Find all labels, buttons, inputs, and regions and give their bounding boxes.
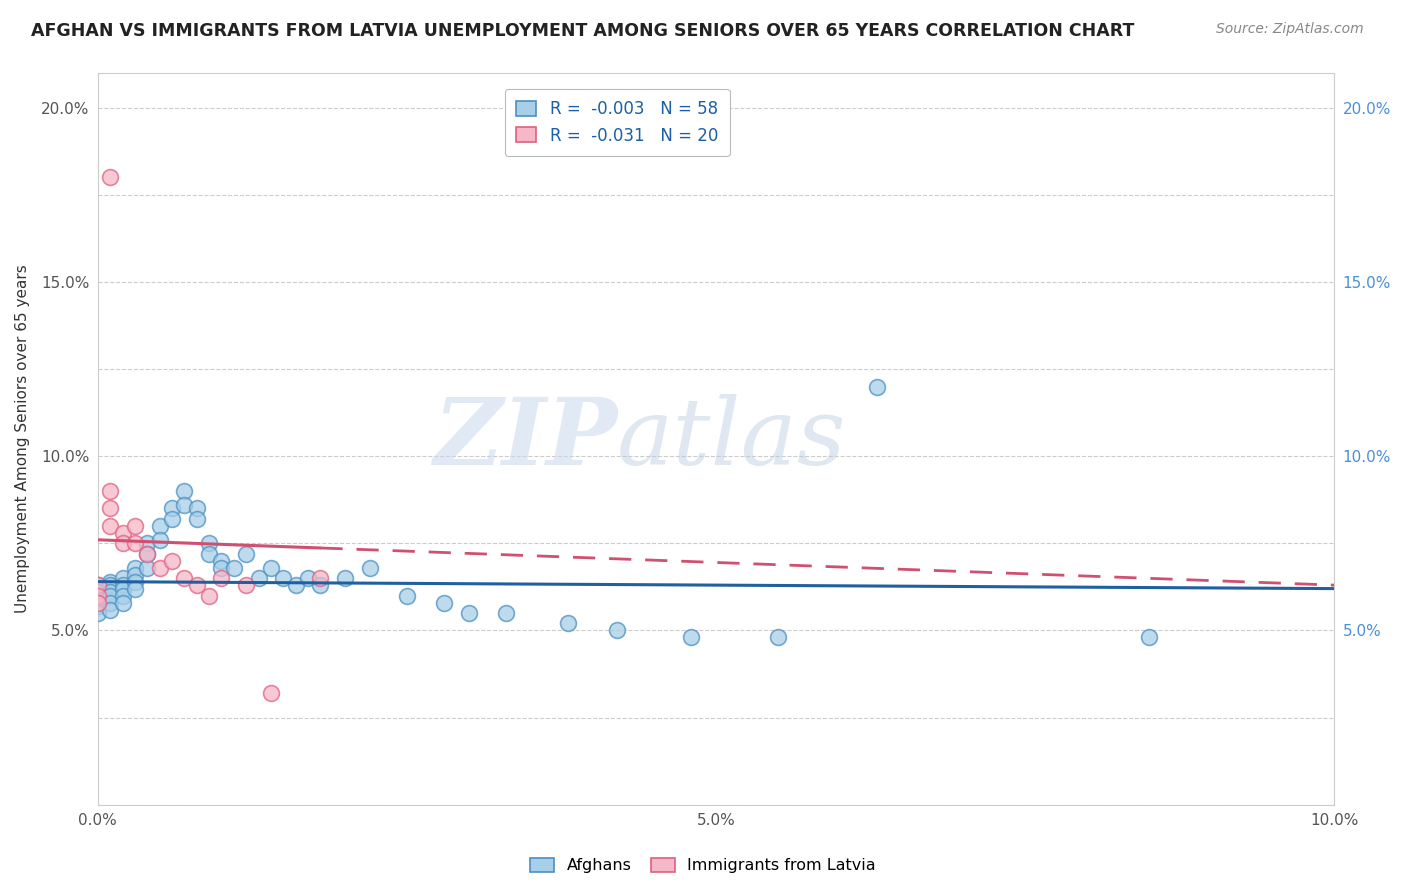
Text: ZIP: ZIP xyxy=(433,393,617,483)
Point xyxy=(136,560,159,574)
Point xyxy=(124,560,146,574)
Point xyxy=(98,578,121,592)
Point xyxy=(211,560,233,574)
Point xyxy=(111,589,134,603)
Point xyxy=(124,567,146,582)
Point xyxy=(433,595,456,609)
Point xyxy=(111,578,134,592)
Point xyxy=(98,602,121,616)
Point xyxy=(124,574,146,589)
Point xyxy=(87,595,110,609)
Text: atlas: atlas xyxy=(617,393,846,483)
Point xyxy=(198,547,221,561)
Point xyxy=(124,582,146,596)
Point xyxy=(309,578,332,592)
Text: AFGHAN VS IMMIGRANTS FROM LATVIA UNEMPLOYMENT AMONG SENIORS OVER 65 YEARS CORREL: AFGHAN VS IMMIGRANTS FROM LATVIA UNEMPLO… xyxy=(31,22,1135,40)
Point xyxy=(160,512,183,526)
Point xyxy=(111,582,134,596)
Text: Source: ZipAtlas.com: Source: ZipAtlas.com xyxy=(1216,22,1364,37)
Point xyxy=(235,578,257,592)
Point xyxy=(260,686,283,700)
Point xyxy=(136,547,159,561)
Point xyxy=(247,571,270,585)
Point xyxy=(87,582,110,596)
Point xyxy=(87,578,110,592)
Point xyxy=(260,560,283,574)
Point xyxy=(111,595,134,609)
Point xyxy=(136,547,159,561)
Point xyxy=(98,589,121,603)
Point xyxy=(222,560,245,574)
Point xyxy=(87,595,110,609)
Point xyxy=(211,554,233,568)
Point xyxy=(173,484,195,499)
Point xyxy=(98,519,121,533)
Point xyxy=(359,560,381,574)
Point xyxy=(87,592,110,607)
Y-axis label: Unemployment Among Seniors over 65 years: Unemployment Among Seniors over 65 years xyxy=(15,264,30,613)
Point xyxy=(160,501,183,516)
Point xyxy=(111,571,134,585)
Point xyxy=(284,578,307,592)
Point xyxy=(495,606,517,620)
Point xyxy=(87,578,110,592)
Point xyxy=(681,631,703,645)
Point xyxy=(173,498,195,512)
Point xyxy=(1137,631,1160,645)
Point xyxy=(866,379,889,393)
Point xyxy=(173,571,195,585)
Point xyxy=(149,533,172,547)
Point xyxy=(111,536,134,550)
Point xyxy=(235,547,257,561)
Point xyxy=(186,512,208,526)
Point xyxy=(198,589,221,603)
Point xyxy=(87,606,110,620)
Point xyxy=(149,519,172,533)
Point xyxy=(186,501,208,516)
Point xyxy=(98,501,121,516)
Point xyxy=(98,484,121,499)
Point xyxy=(271,571,294,585)
Point xyxy=(160,554,183,568)
Legend: Afghans, Immigrants from Latvia: Afghans, Immigrants from Latvia xyxy=(523,851,883,880)
Point xyxy=(87,589,110,603)
Point xyxy=(98,170,121,185)
Point xyxy=(111,525,134,540)
Point xyxy=(606,624,628,638)
Point xyxy=(98,585,121,599)
Point xyxy=(297,571,319,585)
Point xyxy=(198,536,221,550)
Point xyxy=(124,536,146,550)
Point xyxy=(124,519,146,533)
Point xyxy=(333,571,356,585)
Point xyxy=(98,574,121,589)
Point xyxy=(557,616,579,631)
Point xyxy=(87,585,110,599)
Point xyxy=(136,536,159,550)
Point xyxy=(395,589,418,603)
Point xyxy=(457,606,479,620)
Legend: R =  -0.003   N = 58, R =  -0.031   N = 20: R = -0.003 N = 58, R = -0.031 N = 20 xyxy=(505,88,730,156)
Point xyxy=(309,571,332,585)
Point xyxy=(87,599,110,613)
Point xyxy=(98,595,121,609)
Point xyxy=(149,560,172,574)
Point xyxy=(766,631,789,645)
Point xyxy=(211,571,233,585)
Point xyxy=(186,578,208,592)
